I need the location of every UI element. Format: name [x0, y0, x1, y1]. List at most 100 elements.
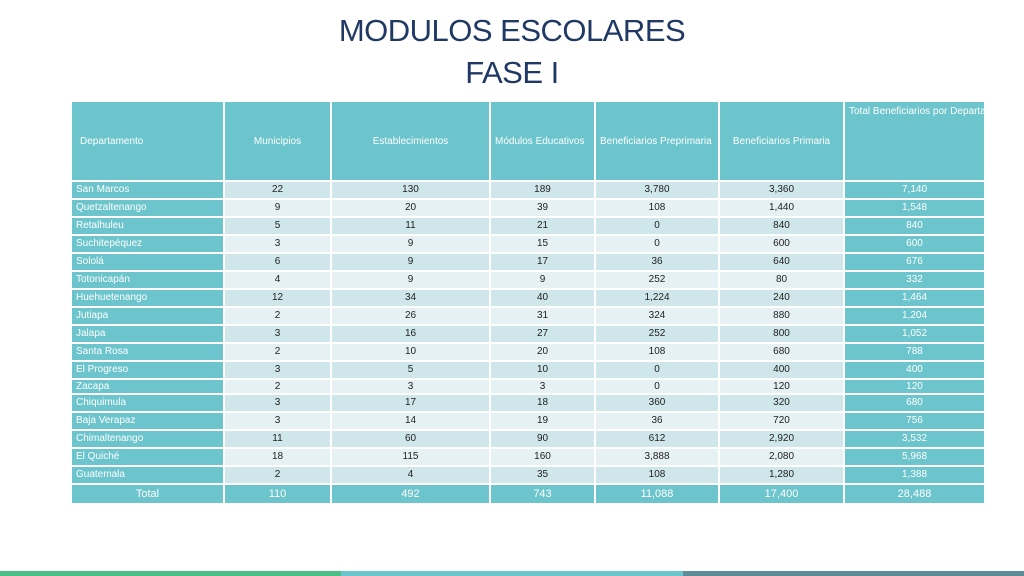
cell-preprimaria: 324 — [594, 306, 720, 326]
cell-preprimaria: 0 — [594, 216, 720, 236]
cell-municipios: 2 — [223, 378, 332, 395]
cell-establecimientos: 130 — [330, 180, 491, 200]
cell-preprimaria: 612 — [594, 429, 720, 449]
table-row: Quetzaltenango 9 20 39 108 1,440 1,548 — [70, 198, 986, 218]
cell-total: 756 — [843, 411, 986, 431]
cell-preprimaria: 108 — [594, 465, 720, 485]
cell-primaria: 120 — [718, 378, 845, 395]
cell-departamento: Guatemala — [70, 465, 225, 485]
cell-total: 5,968 — [843, 447, 986, 467]
cell-departamento: Huehuetenango — [70, 288, 225, 308]
cell-total: 3,532 — [843, 429, 986, 449]
cell-departamento: Zacapa — [70, 378, 225, 395]
cell-municipios: 2 — [223, 342, 332, 362]
cell-establecimientos: 5 — [330, 360, 491, 380]
cell-departamento: Santa Rosa — [70, 342, 225, 362]
cell-modulos: 189 — [489, 180, 596, 200]
footer-bar-teal — [341, 571, 683, 576]
cell-modulos: 17 — [489, 252, 596, 272]
cell-departamento: Baja Verapaz — [70, 411, 225, 431]
header-preprimaria: Beneficiarios Preprimaria — [594, 100, 720, 182]
table-row: El Quiché 18 115 160 3,888 2,080 5,968 — [70, 447, 986, 467]
cell-primaria: 600 — [718, 234, 845, 254]
cell-departamento: Suchitepéquez — [70, 234, 225, 254]
cell-preprimaria: 360 — [594, 393, 720, 413]
cell-municipios: 2 — [223, 465, 332, 485]
cell-preprimaria: 0 — [594, 378, 720, 395]
cell-preprimaria: 3,888 — [594, 447, 720, 467]
cell-departamento: San Marcos — [70, 180, 225, 200]
cell-municipios: 6 — [223, 252, 332, 272]
cell-primaria: 2,080 — [718, 447, 845, 467]
table-row: Retalhuleu 5 11 21 0 840 840 — [70, 216, 986, 236]
cell-preprimaria: 108 — [594, 198, 720, 218]
cell-total: 120 — [843, 378, 986, 395]
cell-primaria: 680 — [718, 342, 845, 362]
table-row: Jalapa 3 16 27 252 800 1,052 — [70, 324, 986, 344]
table-row: Santa Rosa 2 10 20 108 680 788 — [70, 342, 986, 362]
cell-primaria: 1,280 — [718, 465, 845, 485]
title-line-2: FASE I — [465, 55, 559, 90]
cell-total: 332 — [843, 270, 986, 290]
cell-establecimientos: 14 — [330, 411, 491, 431]
table-row: Jutiapa 2 26 31 324 880 1,204 — [70, 306, 986, 326]
cell-modulos: 9 — [489, 270, 596, 290]
cell-primaria: 640 — [718, 252, 845, 272]
cell-modulos: 18 — [489, 393, 596, 413]
cell-modulos: 3 — [489, 378, 596, 395]
cell-total: 788 — [843, 342, 986, 362]
cell-municipios: 2 — [223, 306, 332, 326]
cell-modulos: 20 — [489, 342, 596, 362]
cell-primaria: 2,920 — [718, 429, 845, 449]
cell-modulos: 39 — [489, 198, 596, 218]
cell-preprimaria: 252 — [594, 324, 720, 344]
cell-establecimientos: 9 — [330, 270, 491, 290]
cell-modulos: 40 — [489, 288, 596, 308]
cell-establecimientos: 4 — [330, 465, 491, 485]
cell-modulos: 90 — [489, 429, 596, 449]
footer-bar-slate — [683, 571, 1024, 576]
cell-total: 840 — [843, 216, 986, 236]
cell-establecimientos: 3 — [330, 378, 491, 395]
cell-primaria: 840 — [718, 216, 845, 236]
cell-establecimientos: 11 — [330, 216, 491, 236]
cell-establecimientos: 9 — [330, 252, 491, 272]
table-row: Suchitepéquez 3 9 15 0 600 600 — [70, 234, 986, 254]
cell-primaria: 320 — [718, 393, 845, 413]
total-preprimaria: 11,088 — [594, 483, 720, 505]
cell-total: 1,052 — [843, 324, 986, 344]
cell-municipios: 3 — [223, 360, 332, 380]
cell-preprimaria: 36 — [594, 411, 720, 431]
cell-municipios: 5 — [223, 216, 332, 236]
header-establecimientos: Establecimientos — [330, 100, 491, 182]
cell-departamento: Quetzaltenango — [70, 198, 225, 218]
total-establecimientos: 492 — [330, 483, 491, 505]
cell-municipios: 11 — [223, 429, 332, 449]
cell-total: 680 — [843, 393, 986, 413]
cell-municipios: 3 — [223, 324, 332, 344]
cell-modulos: 35 — [489, 465, 596, 485]
cell-primaria: 3,360 — [718, 180, 845, 200]
cell-total: 1,548 — [843, 198, 986, 218]
cell-municipios: 22 — [223, 180, 332, 200]
cell-establecimientos: 26 — [330, 306, 491, 326]
cell-total: 600 — [843, 234, 986, 254]
table-row: Guatemala 2 4 35 108 1,280 1,388 — [70, 465, 986, 485]
table-row: Chiquimula 3 17 18 360 320 680 — [70, 393, 986, 413]
cell-modulos: 27 — [489, 324, 596, 344]
cell-establecimientos: 10 — [330, 342, 491, 362]
cell-establecimientos: 16 — [330, 324, 491, 344]
cell-modulos: 21 — [489, 216, 596, 236]
cell-departamento: Retalhuleu — [70, 216, 225, 236]
cell-modulos: 160 — [489, 447, 596, 467]
cell-preprimaria: 36 — [594, 252, 720, 272]
cell-municipios: 9 — [223, 198, 332, 218]
cell-preprimaria: 108 — [594, 342, 720, 362]
total-beneficiarios: 28,488 — [843, 483, 986, 505]
cell-departamento: El Progreso — [70, 360, 225, 380]
total-primaria: 17,400 — [718, 483, 845, 505]
header-total: Total Beneficiarios por Departamento — [843, 100, 986, 182]
slide-title: MODULOS ESCOLARES FASE I — [0, 10, 1024, 94]
cell-total: 1,388 — [843, 465, 986, 485]
cell-departamento: Sololá — [70, 252, 225, 272]
